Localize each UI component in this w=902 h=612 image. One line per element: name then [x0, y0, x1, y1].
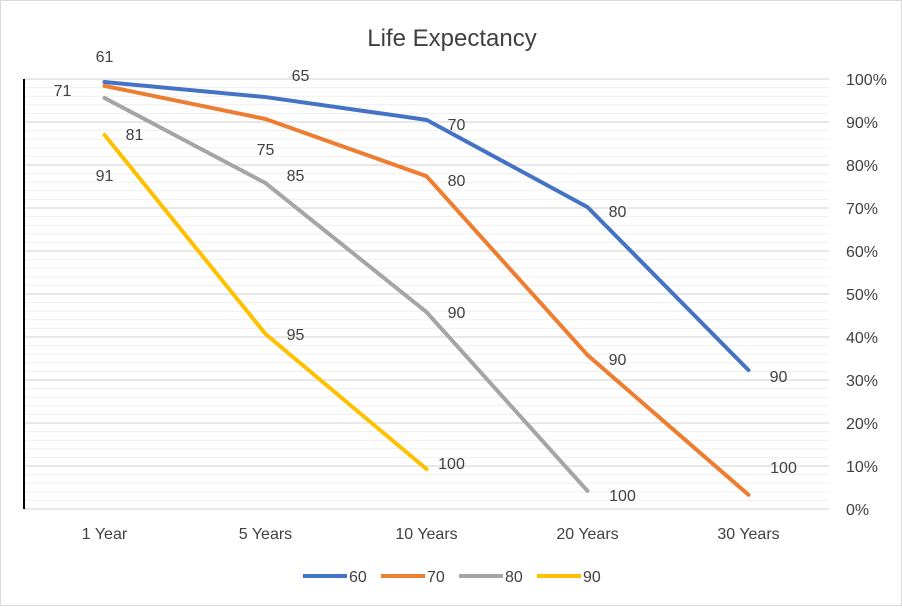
x-tick-label: 10 Years — [395, 526, 457, 543]
data-label: 61 — [96, 49, 114, 66]
data-label: 100 — [770, 460, 797, 477]
y-tick-label: 10% — [846, 459, 878, 476]
series-line-80 — [102, 95, 590, 493]
legend-label: 70 — [427, 569, 445, 586]
data-label: 100 — [609, 488, 636, 505]
y-tick-label: 50% — [846, 287, 878, 304]
y-tick-label: 40% — [846, 330, 878, 347]
x-tick-label: 5 Years — [239, 526, 292, 543]
y-tick-label: 100% — [846, 72, 887, 89]
data-label: 65 — [292, 68, 310, 85]
data-label: 90 — [448, 305, 466, 322]
legend-label: 60 — [349, 569, 367, 586]
data-label: 80 — [609, 204, 627, 221]
data-label: 95 — [287, 327, 305, 344]
y-tick-label: 30% — [846, 373, 878, 390]
y-tick-label: 90% — [846, 115, 878, 132]
x-tick-label: 1 Year — [82, 526, 128, 543]
legend-label: 80 — [505, 569, 523, 586]
data-label: 100 — [438, 456, 465, 473]
x-tick-label: 30 Years — [717, 526, 779, 543]
data-label: 81 — [126, 127, 144, 144]
data-label: 91 — [96, 168, 114, 185]
series-line-70 — [102, 83, 751, 497]
data-label: 70 — [448, 117, 466, 134]
y-tick-label: 0% — [846, 502, 869, 519]
data-label: 90 — [770, 369, 788, 386]
legend-label: 90 — [583, 569, 601, 586]
data-label: 75 — [257, 142, 275, 159]
chart-title: Life Expectancy — [367, 25, 536, 52]
data-label: 80 — [448, 173, 466, 190]
y-tick-label: 60% — [846, 244, 878, 261]
y-tick-label: 20% — [846, 416, 878, 433]
data-label: 71 — [54, 83, 72, 100]
y-tick-label: 80% — [846, 158, 878, 175]
series-line-60 — [102, 80, 751, 373]
x-tick-label: 20 Years — [556, 526, 618, 543]
series-line-90 — [102, 132, 429, 472]
data-label: 90 — [609, 352, 627, 369]
y-tick-label: 70% — [846, 201, 878, 218]
data-label: 85 — [287, 168, 305, 185]
